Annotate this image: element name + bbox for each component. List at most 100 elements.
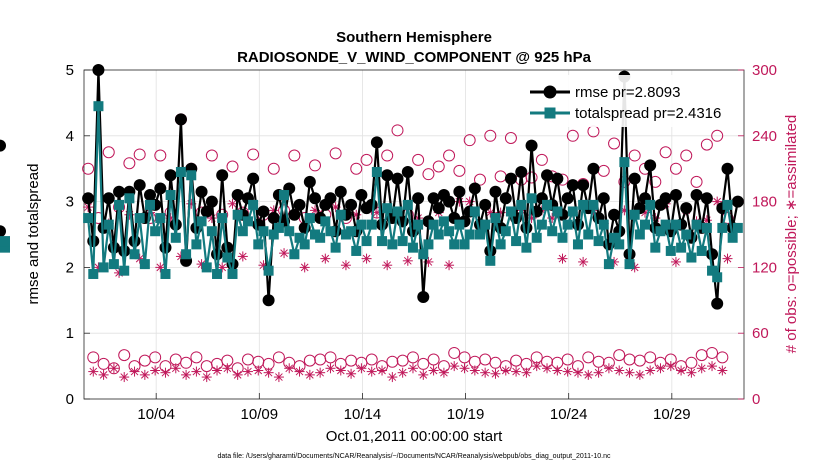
possible-obs-point [154,149,167,162]
assimilated-obs-point [480,367,491,378]
rmse-point [82,192,95,205]
assimilated-obs-point [181,369,192,380]
totalspread-point [263,265,274,276]
possible-obs-point [685,356,698,369]
totalspread-point [598,219,609,230]
totalspread-point [536,219,547,230]
totalspread-point [624,259,635,270]
totalspread-point [438,216,449,227]
rmse-point [587,162,600,175]
rmse-point [262,294,275,307]
assimilated-obs-point [366,366,377,377]
totalspread-point [505,206,516,217]
assimilated-obs-point [232,369,243,380]
totalspread-point [681,229,692,240]
totalspread-point [640,219,650,230]
possible-obs-point [272,351,285,364]
rmse-point [355,189,368,202]
assimilated-obs-point [335,365,346,376]
y-right-tick-label: 60 [752,325,769,342]
assimilated-obs-point [356,363,367,374]
assimilated-obs-point [98,369,109,380]
totalspread-point [480,219,491,230]
legend-rmse-marker [543,85,557,99]
rmse-point [154,182,167,195]
assimilated-obs-point [139,369,150,380]
assimilated-obs-point [212,365,223,376]
possible-obs-point [443,149,456,162]
totalspread-point [340,229,351,240]
assimilated-obs-point [686,367,697,378]
possible-obs-point [386,355,399,368]
assimilated-obs-point [340,260,351,271]
rmse-point [133,179,146,192]
totalspread-point [516,199,527,210]
assimilated-obs-point [227,198,238,209]
totalspread-point [433,229,444,240]
chart-title: Southern Hemisphere [336,29,492,46]
totalspread-point [645,199,656,210]
totalspread-point [588,199,599,210]
ticks-layer: 10/04 10/09 10/14 10/19 10/24 10/29 0 1 2 3 4 5 0 60 1… [66,62,777,423]
assimilated-obs-point [624,367,635,378]
rmse-point [659,192,672,205]
possible-obs-point [118,349,131,362]
assimilated-obs-point [665,361,676,372]
possible-obs-point [303,354,316,367]
totalspread-point [170,232,181,243]
totalspread-point [93,101,104,112]
possible-obs-point [190,351,203,364]
totalspread-point [634,229,645,240]
totalspread-point [469,206,480,217]
data-file-footnote: data file: /Users/gharamti/Documents/NCA… [217,453,611,460]
y-right-tick-label: 120 [752,259,777,276]
rmse-point [391,172,404,185]
assimilated-obs-point [253,365,264,376]
totalspread-point [454,219,465,230]
rmse-point [164,169,177,182]
totalspread-point [578,199,589,210]
rmse-point [401,165,414,178]
totalspread-point [258,226,269,237]
possible-obs-point [329,147,342,160]
totalspread-point [0,242,10,253]
possible-obs-point [484,129,497,142]
totalspread-point [242,216,253,227]
totalspread-point [320,216,331,227]
totalspread-point [583,229,594,240]
totalspread-point [212,268,223,279]
totalspread-point [206,226,217,237]
possible-obs-point [350,162,363,175]
possible-obs-point [123,157,136,170]
totalspread-point [732,222,743,233]
legend-box [528,75,742,127]
rmse-point [200,205,213,218]
assimilated-obs-point [676,365,687,376]
assimilated-obs-point [552,365,563,376]
rmse-point [195,185,208,198]
rmse-point [365,198,378,211]
rmse-point [561,192,574,205]
assimilated-obs-point [382,260,393,271]
y-tick-label: 2 [66,259,74,276]
totalspread-point [175,166,186,177]
possible-obs-point [561,353,574,366]
assimilated-obs-point [722,253,733,264]
possible-obs-point [412,153,425,166]
assimilated-obs-point [315,367,326,378]
assimilated-obs-point [469,365,480,376]
assimilated-obs-point [490,368,501,379]
assimilated-obs-point [299,262,310,273]
rmse-point [334,185,347,198]
totalspread-point [361,236,372,247]
possible-obs-point [180,356,193,369]
totalspread-point [707,265,718,276]
totalspread-point [547,226,558,237]
y-right-tick-label: 0 [752,391,760,408]
legend: rmse pr=2.8093 totalspread pr=2.4316 [528,75,742,127]
rmse-point [680,202,693,215]
possible-obs-point [314,353,327,366]
totalspread-point [165,190,176,201]
assimilated-obs-point [284,363,295,374]
assimilated-obs-point [583,369,594,380]
